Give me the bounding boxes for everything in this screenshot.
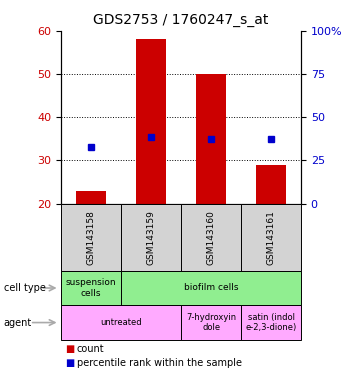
Text: ■: ■ [65,344,74,354]
Text: suspension
cells: suspension cells [66,278,117,298]
Text: biofilm cells: biofilm cells [184,283,238,293]
Text: count: count [77,344,105,354]
Text: GSM143159: GSM143159 [147,210,156,265]
Text: GSM143161: GSM143161 [267,210,275,265]
Text: untreated: untreated [100,318,142,327]
Bar [196,74,226,204]
Text: GSM143158: GSM143158 [87,210,96,265]
Text: percentile rank within the sample: percentile rank within the sample [77,358,242,368]
Bar [136,39,166,204]
Title: GDS2753 / 1760247_s_at: GDS2753 / 1760247_s_at [93,13,269,27]
Text: satin (indol
e-2,3-dione): satin (indol e-2,3-dione) [245,313,297,332]
Text: 7-hydroxyin
dole: 7-hydroxyin dole [186,313,236,332]
Text: GSM143160: GSM143160 [206,210,216,265]
Text: ■: ■ [65,358,74,368]
Text: cell type: cell type [4,283,46,293]
Bar [76,190,106,204]
Bar [256,165,286,204]
Text: agent: agent [4,318,32,328]
